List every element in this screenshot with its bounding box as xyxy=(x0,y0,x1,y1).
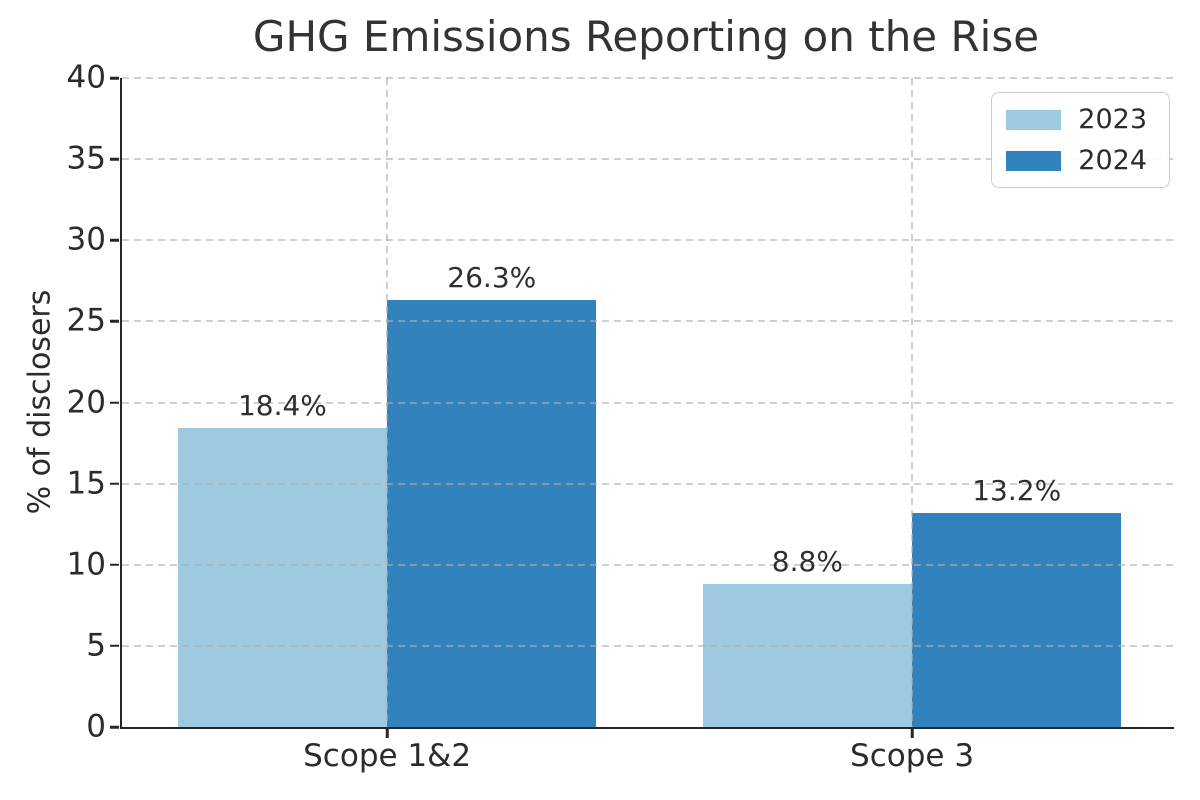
bar-2023-scope-1-2 xyxy=(177,428,388,727)
gridline-horizontal xyxy=(122,239,1174,242)
bar-value-label: 13.2% xyxy=(972,473,1062,507)
y-tick-label: 30 xyxy=(66,221,106,258)
y-tick-mark xyxy=(110,239,119,242)
bar-value-label: 18.4% xyxy=(237,389,327,423)
gridline-horizontal xyxy=(122,320,1174,323)
chart-title: GHG Emissions Reporting on the Rise xyxy=(252,12,1040,61)
y-tick-label: 20 xyxy=(66,384,106,420)
y-tick-mark xyxy=(110,725,119,729)
bar-2024-scope-3 xyxy=(912,512,1122,727)
legend-row-2023: 2023 xyxy=(1006,106,1147,133)
x-tick-label-scope-1-2: Scope 1&2 xyxy=(303,738,472,774)
bar-2023-scope-3 xyxy=(702,584,913,727)
x-tick-label-scope-3: Scope 3 xyxy=(850,738,975,774)
y-tick-mark xyxy=(110,644,119,648)
y-tick-mark xyxy=(110,482,119,485)
legend-swatch-2023 xyxy=(1006,109,1062,130)
y-tick-label: 25 xyxy=(66,302,106,339)
y-tick-mark xyxy=(110,320,119,323)
y-tick-label: 0 xyxy=(86,708,106,745)
x-tick-mark xyxy=(385,727,389,738)
y-tick-mark xyxy=(110,76,119,80)
plot-area: 2023 2024 Scope 1&2 Scope 3 18.4% 8.8% 26.3% 1… xyxy=(110,76,1174,772)
bar-value-label: 8.8% xyxy=(771,545,843,579)
y-tick-label: 15 xyxy=(66,465,106,502)
legend-row-2024: 2024 xyxy=(1006,147,1147,174)
bar-2024-scope-1-2 xyxy=(387,300,597,727)
y-tick-label: 5 xyxy=(86,627,106,664)
y-tick-mark xyxy=(110,401,119,404)
y-axis-ticks: 0 5 10 15 20 25 30 35 40 xyxy=(0,62,106,742)
gridline-horizontal xyxy=(122,77,1174,79)
legend-label-2023: 2023 xyxy=(1078,104,1147,135)
x-tick-mark xyxy=(910,727,914,738)
y-tick-label: 35 xyxy=(66,140,106,177)
y-tick-label: 10 xyxy=(66,546,106,583)
y-tick-mark xyxy=(110,157,119,161)
legend-swatch-2024 xyxy=(1006,150,1062,171)
bar-value-label: 26.3% xyxy=(447,261,537,295)
y-tick-mark xyxy=(110,563,119,566)
legend: 2023 2024 xyxy=(991,92,1170,188)
legend-label-2024: 2024 xyxy=(1078,145,1147,176)
y-tick-label: 40 xyxy=(66,59,106,96)
